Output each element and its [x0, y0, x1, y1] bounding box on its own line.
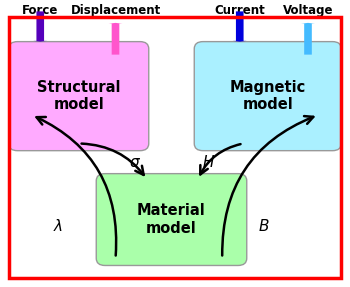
- Text: B: B: [259, 219, 270, 234]
- Text: Material
model: Material model: [137, 203, 206, 236]
- FancyBboxPatch shape: [96, 174, 247, 265]
- Text: Voltage: Voltage: [283, 4, 333, 17]
- Text: Structural
model: Structural model: [37, 80, 120, 112]
- FancyBboxPatch shape: [9, 42, 149, 151]
- Text: Current: Current: [214, 4, 265, 17]
- Text: λ: λ: [53, 219, 62, 234]
- Text: Displacement: Displacement: [70, 4, 161, 17]
- Text: Force: Force: [22, 4, 58, 17]
- Text: H: H: [203, 155, 214, 170]
- Text: σ: σ: [130, 155, 140, 170]
- Text: Magnetic
model: Magnetic model: [230, 80, 306, 112]
- FancyBboxPatch shape: [194, 42, 341, 151]
